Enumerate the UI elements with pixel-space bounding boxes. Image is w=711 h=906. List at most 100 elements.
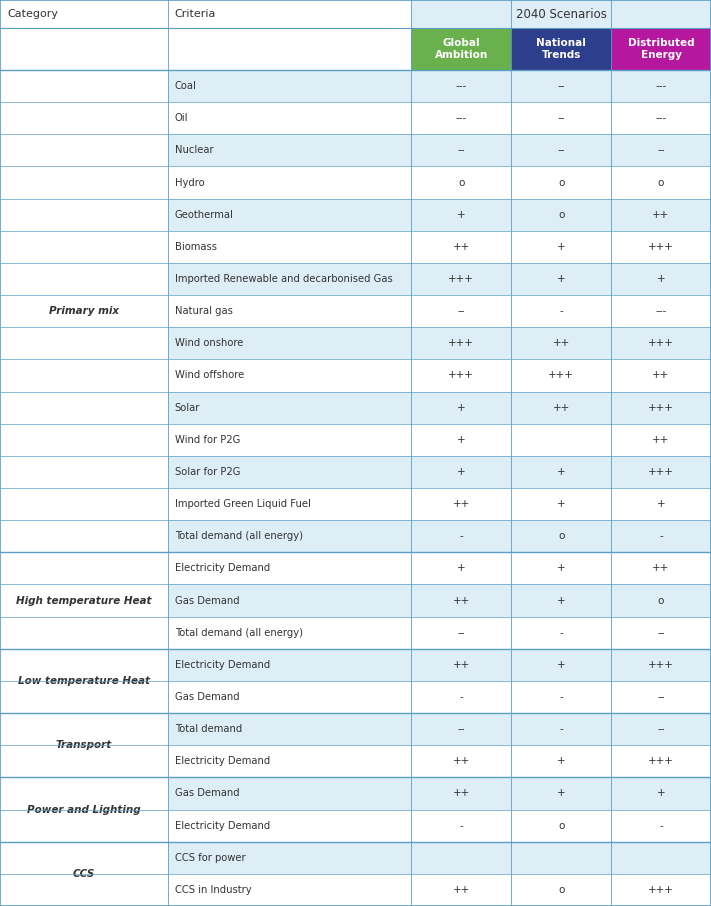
Bar (168, 681, 711, 713)
Text: --: -- (657, 724, 665, 734)
Text: ---: --- (456, 113, 467, 123)
Text: +: + (657, 274, 665, 284)
Bar (0, 134, 168, 167)
Bar (0, 746, 168, 777)
Text: Coal: Coal (175, 81, 196, 92)
Text: CCS for power: CCS for power (175, 853, 245, 863)
Text: High temperature Heat: High temperature Heat (16, 595, 151, 605)
Text: Nuclear: Nuclear (175, 145, 213, 156)
Text: -: - (560, 628, 563, 638)
Text: 2040 Scenarios: 2040 Scenarios (515, 7, 606, 21)
Text: --: -- (458, 306, 465, 316)
Text: Hydro: Hydro (175, 178, 204, 188)
Text: +++: +++ (648, 242, 674, 252)
Text: Electricity Demand: Electricity Demand (175, 564, 270, 573)
Text: --: -- (458, 145, 465, 156)
Text: +++: +++ (648, 467, 674, 477)
Text: Distributed
Energy: Distributed Energy (628, 38, 695, 60)
Text: Low temperature Heat: Low temperature Heat (18, 676, 150, 686)
Bar (412, 28, 511, 70)
Text: Electricity Demand: Electricity Demand (175, 821, 270, 831)
Bar (168, 874, 711, 906)
Bar (0, 28, 412, 70)
Text: Wind offshore: Wind offshore (175, 371, 244, 381)
Text: +: + (457, 209, 466, 219)
Bar (0, 102, 168, 134)
Bar (0, 360, 168, 391)
Bar (0, 295, 168, 327)
Bar (168, 553, 711, 584)
Text: Gas Demand: Gas Demand (175, 595, 240, 605)
Bar (168, 617, 711, 649)
Bar (0, 391, 168, 424)
Text: ++: ++ (453, 595, 470, 605)
Text: Category: Category (7, 9, 58, 19)
Text: +++: +++ (648, 885, 674, 895)
Text: --: -- (557, 145, 565, 156)
Text: +++: +++ (648, 338, 674, 348)
Text: ++: ++ (453, 788, 470, 798)
Text: +: + (557, 660, 565, 670)
Bar (168, 70, 711, 102)
Bar (168, 456, 711, 488)
Bar (511, 28, 611, 70)
Bar (0, 553, 168, 584)
Bar (0, 424, 168, 456)
Bar (0, 231, 168, 263)
Text: ++: ++ (653, 209, 670, 219)
Text: +++: +++ (449, 371, 474, 381)
Text: +++: +++ (449, 338, 474, 348)
Text: Total demand (all energy): Total demand (all energy) (175, 531, 303, 541)
Text: Imported Renewable and decarbonised Gas: Imported Renewable and decarbonised Gas (175, 274, 392, 284)
Text: +: + (557, 242, 565, 252)
Text: Biomass: Biomass (175, 242, 217, 252)
Text: -: - (659, 531, 663, 541)
Bar (0, 681, 168, 713)
Bar (0, 713, 168, 746)
Bar (412, 0, 711, 28)
Text: -: - (459, 821, 463, 831)
Text: o: o (658, 178, 664, 188)
Text: ++: ++ (453, 660, 470, 670)
Text: ++: ++ (453, 757, 470, 766)
Text: Electricity Demand: Electricity Demand (175, 757, 270, 766)
Text: CCS: CCS (73, 869, 95, 879)
Bar (168, 134, 711, 167)
Text: ++: ++ (653, 371, 670, 381)
Bar (0, 488, 168, 520)
Text: National
Trends: National Trends (536, 38, 586, 60)
Text: Natural gas: Natural gas (175, 306, 232, 316)
Text: --: -- (657, 628, 665, 638)
Bar (168, 167, 711, 198)
Bar (0, 70, 168, 102)
Text: -: - (560, 692, 563, 702)
Bar (168, 746, 711, 777)
Text: CCS in Industry: CCS in Industry (175, 885, 251, 895)
Bar (0, 874, 168, 906)
Text: +++: +++ (548, 371, 574, 381)
Text: Global
Ambition: Global Ambition (434, 38, 488, 60)
Text: ++: ++ (653, 564, 670, 573)
Text: ---: --- (456, 81, 467, 92)
Text: --: -- (557, 81, 565, 92)
Bar (168, 649, 711, 681)
Bar (0, 584, 168, 617)
Bar (168, 295, 711, 327)
Text: Solar for P2G: Solar for P2G (175, 467, 240, 477)
Text: +++: +++ (648, 402, 674, 412)
Text: --: -- (458, 724, 465, 734)
Bar (611, 28, 711, 70)
Text: o: o (558, 209, 565, 219)
Bar (0, 167, 168, 198)
Bar (0, 777, 168, 810)
Text: +: + (557, 595, 565, 605)
Bar (0, 810, 168, 842)
Text: +: + (457, 564, 466, 573)
Text: +: + (557, 757, 565, 766)
Bar (168, 713, 711, 746)
Bar (168, 520, 711, 553)
Text: +++: +++ (648, 757, 674, 766)
Text: ++: ++ (653, 435, 670, 445)
Text: ---: --- (656, 81, 667, 92)
Text: Wind for P2G: Wind for P2G (175, 435, 240, 445)
